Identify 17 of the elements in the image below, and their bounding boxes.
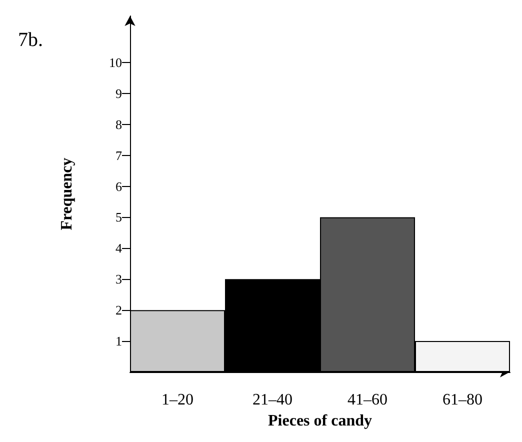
y-tick-label: 6 [116,178,122,194]
y-tick-label: 7 [116,148,122,163]
y-tick-label: 2 [116,302,122,318]
y-tick-label: 10 [109,54,122,70]
y-tick-label: 8 [116,116,122,132]
text: 7b. [18,29,43,51]
x-tick-label: 21–40 [252,392,292,408]
y-tick-label: 3 [116,272,122,287]
x-tick-label: 1–20 [162,392,194,408]
y-tick-label: 9 [116,86,122,101]
x-tick-label: 61–80 [442,392,482,408]
x-axis-title: Pieces of candy [268,412,372,430]
y-axis-title: Frequency [58,158,76,230]
y-tick-label: 1 [116,334,122,349]
y-tick-label: 4 [116,240,122,256]
y-tick-label: 5 [116,210,122,225]
x-tick-label: 41–60 [348,392,388,408]
